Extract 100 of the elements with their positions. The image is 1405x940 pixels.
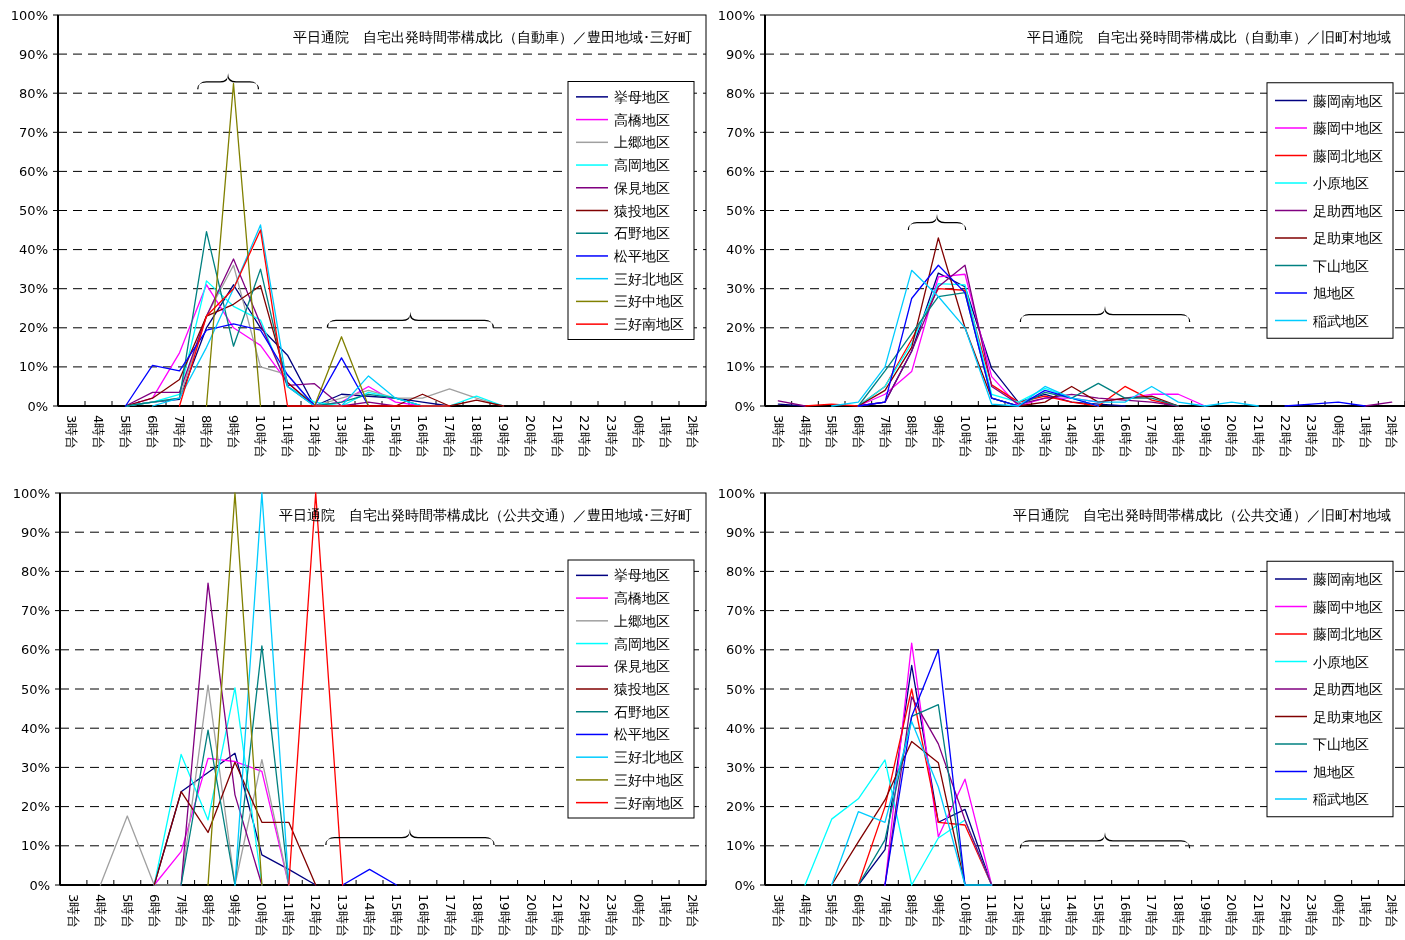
x-tick-label: 4時台: [91, 415, 106, 450]
y-tick-label: 50%: [726, 681, 755, 697]
y-tick-label: 40%: [726, 242, 755, 258]
legend-label: 高橋地区: [614, 111, 670, 128]
x-tick-label: 16時台: [415, 415, 430, 458]
x-tick-label: 15時台: [388, 894, 404, 937]
legend-label: 三好南地区: [614, 316, 684, 333]
y-tick-label: 70%: [19, 124, 48, 140]
x-tick-label: 10時台: [254, 894, 270, 937]
legend-label: 藤岡北地区: [1313, 626, 1383, 642]
x-tick-label: 7時台: [877, 415, 893, 450]
x-tick-label: 14時台: [1064, 894, 1080, 937]
y-tick-label: 80%: [19, 85, 48, 101]
legend-label: 松平地区: [614, 247, 670, 264]
legend-label: 足助東地区: [1313, 230, 1383, 246]
y-tick-label: 80%: [726, 563, 755, 579]
x-tick-label: 1時台: [1357, 894, 1373, 929]
y-tick-label: 20%: [726, 799, 755, 815]
x-tick-label: 8時台: [200, 894, 216, 929]
y-tick-label: 100%: [717, 7, 755, 23]
x-tick-label: 5時台: [119, 894, 135, 929]
x-tick-label: 11時台: [280, 415, 295, 458]
x-tick-label: 16時台: [1117, 415, 1133, 458]
x-tick-label: 13時台: [1037, 415, 1053, 458]
x-tick-label: 4時台: [797, 894, 813, 929]
legend-label: 足助西地区: [1313, 202, 1383, 219]
x-tick-label: 20時台: [523, 415, 538, 458]
x-tick-label: 3時台: [65, 894, 81, 929]
x-tick-label: 7時台: [173, 894, 189, 929]
x-tick-label: 3時台: [770, 415, 786, 450]
y-tick-label: 20%: [19, 320, 48, 336]
legend-label: 猿投地区: [614, 681, 670, 697]
legend-label: 高岡地区: [614, 635, 670, 652]
y-tick-label: 80%: [726, 85, 755, 101]
legend-label: 小原地区: [1313, 653, 1369, 670]
y-tick-label: 60%: [21, 642, 50, 658]
x-tick-label: 5時台: [118, 415, 133, 450]
y-tick-label: 100%: [717, 485, 755, 501]
legend-label: 上郷地区: [614, 134, 670, 151]
y-tick-label: 30%: [21, 759, 50, 775]
x-tick-label: 17時台: [1144, 894, 1160, 937]
x-tick-label: 16時台: [415, 894, 431, 937]
x-tick-label: 22時台: [1277, 415, 1293, 458]
x-tick-label: 11時台: [984, 415, 1000, 458]
x-tick-label: 12時台: [307, 415, 322, 458]
legend-label: 足助東地区: [1313, 708, 1383, 725]
x-tick-label: 0時台: [1330, 894, 1346, 929]
x-tick-label: 6時台: [145, 415, 160, 450]
x-tick-label: 8時台: [199, 415, 214, 450]
legend-label: 保見地区: [614, 179, 670, 196]
y-tick-label: 10%: [726, 838, 755, 854]
x-tick-label: 11時台: [281, 894, 297, 937]
x-tick-label: 23時台: [1304, 894, 1320, 937]
y-tick-label: 10%: [726, 359, 755, 375]
x-tick-label: 15時台: [388, 415, 403, 458]
legend-label: 三好北地区: [614, 749, 684, 766]
legend-label: 挙母地区: [614, 88, 670, 105]
y-tick-label: 60%: [726, 163, 755, 179]
legend-label: 保見地区: [614, 658, 670, 675]
x-tick-label: 18時台: [469, 415, 484, 458]
x-tick-label: 2時台: [685, 894, 701, 929]
x-tick-label: 19時台: [1197, 415, 1213, 458]
legend-label: 藤岡南地区: [1313, 571, 1383, 587]
y-tick-label: 90%: [726, 46, 755, 62]
legend-label: 三好南地区: [614, 794, 684, 811]
x-tick-label: 9時台: [930, 415, 946, 450]
y-tick-label: 50%: [19, 203, 48, 218]
x-tick-label: 14時台: [1064, 415, 1080, 458]
legend-label: 稲武地区: [1313, 791, 1369, 807]
x-tick-label: 12時台: [1010, 894, 1026, 937]
x-tick-label: 2時台: [685, 415, 700, 450]
x-tick-label: 18時台: [1170, 415, 1186, 458]
legend-label: 猿投地区: [614, 202, 670, 219]
x-tick-label: 21時台: [1250, 415, 1266, 458]
legend-label: 稲武地区: [1313, 312, 1369, 329]
legend-label: 藤岡中地区: [1313, 120, 1383, 136]
x-tick-label: 5時台: [824, 894, 840, 929]
y-tick-label: 0%: [734, 877, 755, 893]
y-tick-label: 40%: [21, 720, 50, 736]
x-tick-label: 22時台: [577, 894, 593, 937]
x-tick-label: 3時台: [64, 415, 79, 450]
x-tick-label: 10時台: [957, 894, 973, 937]
y-tick-label: 90%: [726, 524, 755, 540]
y-tick-label: 90%: [19, 46, 48, 62]
x-tick-label: 17時台: [442, 894, 458, 937]
y-tick-label: 20%: [726, 320, 755, 336]
text: 平日通院 自宅出発時間帯構成比（自動車）／旧町村地域: [1027, 29, 1391, 45]
x-tick-label: 1時台: [658, 894, 674, 929]
x-tick-label: 5時台: [824, 415, 840, 450]
x-tick-label: 14時台: [362, 894, 378, 937]
x-tick-label: 17時台: [442, 415, 457, 458]
y-tick-label: 90%: [21, 524, 50, 540]
y-tick-label: 80%: [21, 563, 50, 579]
legend-label: 藤岡南地区: [1313, 92, 1383, 109]
x-tick-label: 21時台: [1250, 894, 1266, 937]
x-tick-label: 9時台: [930, 894, 946, 929]
x-tick-label: 3時台: [770, 894, 786, 929]
x-tick-label: 14時台: [361, 415, 376, 458]
y-tick-label: 40%: [726, 720, 755, 736]
legend-label: 石野地区: [614, 703, 670, 720]
